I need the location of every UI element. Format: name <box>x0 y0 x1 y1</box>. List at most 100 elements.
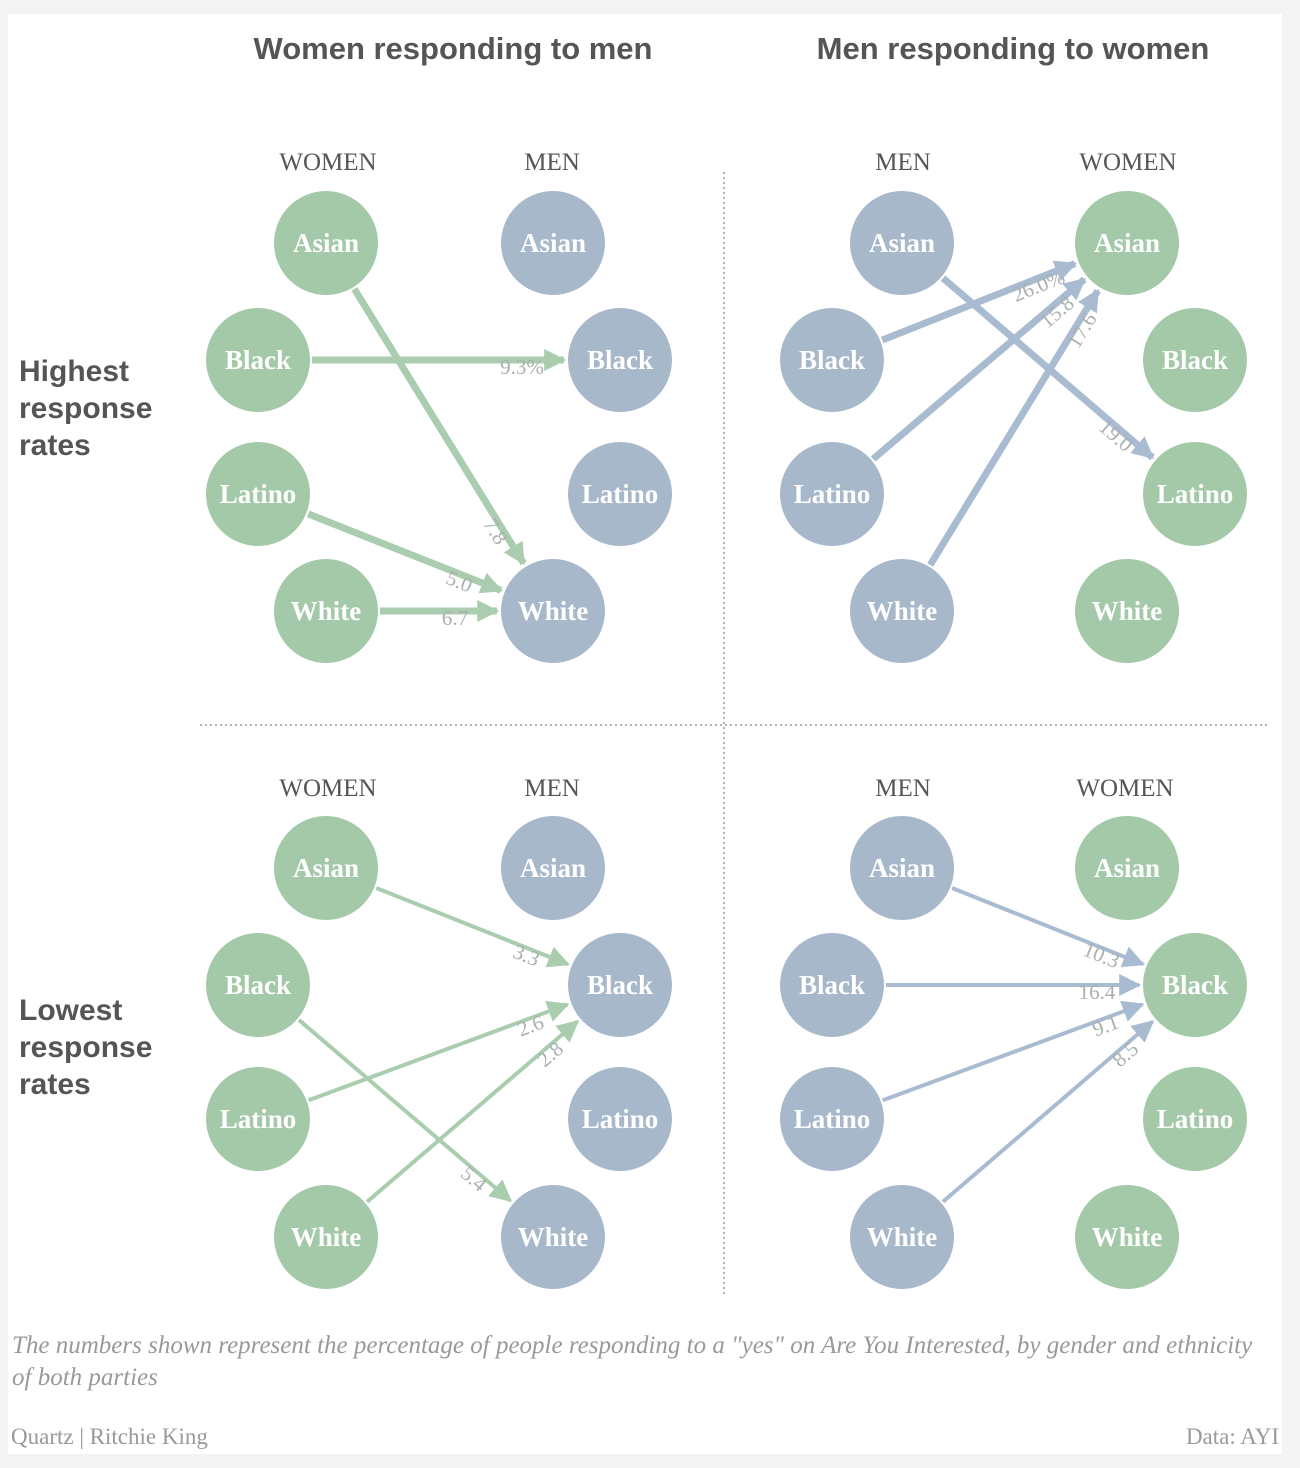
flow-arrow-black-to-asian <box>880 260 1077 344</box>
node-women-asian <box>274 816 378 920</box>
node-label-men-black: Black <box>587 345 653 375</box>
node-label-women-white: White <box>1092 596 1163 626</box>
node-label-men-latino: Latino <box>582 479 659 509</box>
node-label-men-white: White <box>518 1222 589 1252</box>
flow-arrow-asian-to-black <box>951 886 1146 968</box>
node-label-men-white: White <box>867 596 938 626</box>
node-men-latino <box>568 1067 672 1171</box>
node-women-asian <box>1075 191 1179 295</box>
node-label-men-asian: Asian <box>520 853 586 883</box>
panel-2: WOMEN MEN Asian Black Latino White Asian Black L… <box>206 775 672 1289</box>
node-women-latino <box>206 1067 310 1171</box>
node-label-women-latino: Latino <box>220 1104 297 1134</box>
node-men-black <box>780 933 884 1037</box>
node-label-women-asian: Asian <box>293 228 359 258</box>
node-label-women-latino: Latino <box>1157 1104 1234 1134</box>
column-header-women: WOMEN <box>1076 775 1173 802</box>
column-header-men: MEN <box>875 775 931 802</box>
node-label-women-black: Black <box>1162 345 1228 375</box>
node-men-asian <box>850 816 954 920</box>
panel-3: MEN WOMEN Asian Black Latino White Asian Black L… <box>780 775 1247 1289</box>
row-label-highest: Highest response rates <box>19 355 153 462</box>
flow-value-asian-to-latino: 19.0 <box>1094 414 1138 456</box>
node-women-latino <box>206 442 310 546</box>
node-women-white <box>274 1185 378 1289</box>
chart-card <box>8 14 1282 1454</box>
flow-value-white-to-black: 2.8 <box>532 1036 568 1071</box>
node-women-latino <box>1143 1067 1247 1171</box>
node-women-asian <box>274 191 378 295</box>
panel-1: MEN WOMEN Asian Black Latino White Asian Black L… <box>780 149 1247 663</box>
column-header-women: WOMEN <box>279 149 376 176</box>
node-label-women-white: White <box>291 596 362 626</box>
flow-value-asian-to-black: 10.3 <box>1080 937 1123 973</box>
node-label-women-black: Black <box>1162 970 1228 1000</box>
node-women-black <box>1143 308 1247 412</box>
node-label-women-latino: Latino <box>220 479 297 509</box>
node-label-women-black: Black <box>225 345 291 375</box>
node-men-black <box>568 308 672 412</box>
node-label-women-asian: Asian <box>1094 853 1160 883</box>
node-men-white <box>850 1185 954 1289</box>
flow-arrow-white-to-black <box>941 1019 1155 1204</box>
node-label-women-black: Black <box>225 970 291 1000</box>
node-men-latino <box>780 1067 884 1171</box>
node-label-men-latino: Latino <box>794 479 871 509</box>
column-header-women: WOMEN <box>279 775 376 802</box>
node-men-asian <box>501 191 605 295</box>
node-label-men-latino: Latino <box>582 1104 659 1134</box>
node-women-white <box>1075 559 1179 663</box>
flow-value-white-to-black: 8.5 <box>1107 1037 1143 1072</box>
node-label-men-black: Black <box>799 345 865 375</box>
node-men-latino <box>568 442 672 546</box>
node-men-black <box>780 308 884 412</box>
footnote: The numbers shown represent the percenta… <box>12 1332 1253 1391</box>
flow-arrow-white-to-black <box>365 1019 580 1204</box>
node-label-men-white: White <box>518 596 589 626</box>
panel-0: WOMEN MEN Asian Black Latino White Asian Black L… <box>206 149 672 663</box>
node-women-black <box>206 308 310 412</box>
row-label-lowest: Lowest response rates <box>19 994 153 1101</box>
node-label-women-asian: Asian <box>293 853 359 883</box>
flow-arrow-white-to-asian <box>927 288 1101 567</box>
node-women-black <box>206 933 310 1037</box>
flow-value-black-to-black: 9.3% <box>500 355 544 379</box>
flow-arrow-black-to-white <box>297 1018 513 1203</box>
node-men-white <box>850 559 954 663</box>
flow-arrow-latino-to-black <box>881 1000 1145 1103</box>
node-women-asian <box>1075 816 1179 920</box>
node-men-black <box>568 933 672 1037</box>
node-label-men-asian: Asian <box>869 228 935 258</box>
flow-value-black-to-white: 5.4 <box>456 1161 492 1197</box>
node-women-black <box>1143 933 1247 1037</box>
node-label-women-latino: Latino <box>1157 479 1234 509</box>
node-label-women-white: White <box>1092 1222 1163 1252</box>
node-label-women-asian: Asian <box>1094 228 1160 258</box>
title-men-responding: Men responding to women <box>816 31 1210 66</box>
node-label-men-asian: Asian <box>520 228 586 258</box>
column-header-men: MEN <box>875 149 931 176</box>
data-source: Data: AYI <box>1185 1424 1279 1449</box>
flow-value-black-to-black: 16.4 <box>1079 980 1116 1004</box>
node-label-men-black: Black <box>587 970 653 1000</box>
column-header-women: WOMEN <box>1079 149 1176 176</box>
flow-arrow-asian-to-white <box>351 287 527 566</box>
credit: Quartz | Ritchie King <box>11 1424 208 1449</box>
flow-arrow-asian-to-black <box>375 886 571 968</box>
title-women-responding: Women responding to men <box>253 31 653 66</box>
node-men-asian <box>850 191 954 295</box>
node-label-women-white: White <box>291 1222 362 1252</box>
node-women-latino <box>1143 442 1247 546</box>
node-men-white <box>501 559 605 663</box>
node-label-men-black: Black <box>799 970 865 1000</box>
flow-arrow-latino-to-white <box>306 510 503 594</box>
node-label-men-latino: Latino <box>794 1104 871 1134</box>
flow-arrow-latino-to-black <box>307 1000 570 1103</box>
flow-chart: WOMEN MEN Asian Black Latino White Asian Black L… <box>200 149 1270 1295</box>
node-label-men-white: White <box>867 1222 938 1252</box>
column-header-men: MEN <box>524 775 580 802</box>
node-label-men-asian: Asian <box>869 853 935 883</box>
node-men-latino <box>780 442 884 546</box>
node-women-white <box>1075 1185 1179 1289</box>
node-men-asian <box>501 816 605 920</box>
